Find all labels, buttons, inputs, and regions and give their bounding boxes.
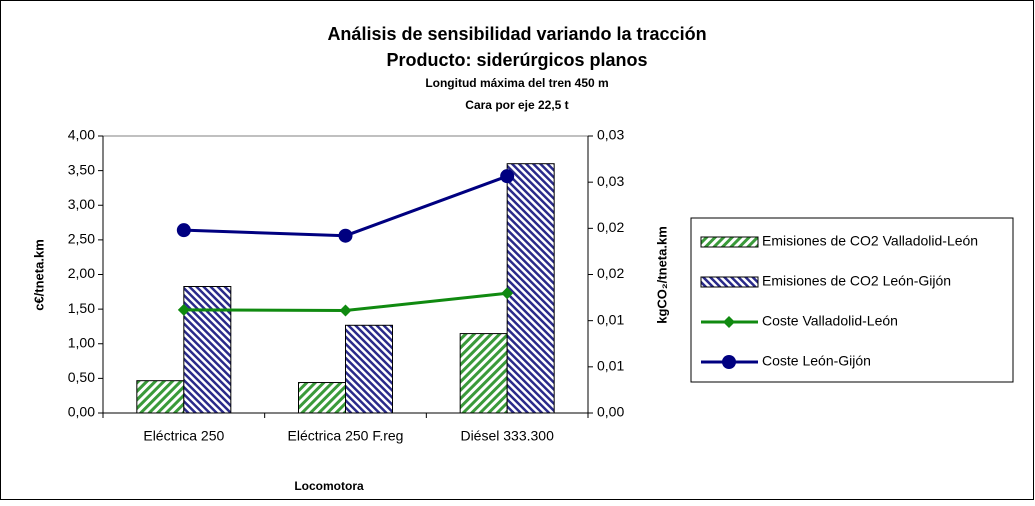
point xyxy=(177,303,190,316)
y2-tick-label: 0,00 xyxy=(597,404,624,420)
bar xyxy=(345,324,393,414)
x-tick-label: Eléctrica 250 xyxy=(143,428,224,444)
y-tick-label: 0,00 xyxy=(68,404,95,420)
y-tick-label: 3,00 xyxy=(68,196,95,212)
chart-subtitle: Producto: siderúrgicos planos xyxy=(386,50,647,70)
bar xyxy=(298,382,346,414)
bar xyxy=(136,380,185,414)
x-axis-label: Locomotora xyxy=(294,479,364,493)
y-tick-label: 0,50 xyxy=(68,369,95,385)
y2-tick-label: 0,03 xyxy=(597,127,624,143)
point xyxy=(501,287,514,300)
chart-title: Análisis de sensibilidad variando la tra… xyxy=(327,24,706,44)
legend-swatch xyxy=(700,236,759,248)
y2-tick-label: 0,01 xyxy=(597,311,624,327)
point xyxy=(338,228,353,243)
annotation: Cara por eje 22,5 t xyxy=(465,98,568,112)
bar xyxy=(459,333,508,414)
annotation: Longitud máxima del tren 450 m xyxy=(425,76,608,90)
legend-label: Coste Valladolid-León xyxy=(762,313,898,329)
y-tick-label: 2,50 xyxy=(68,231,95,247)
legend-marker xyxy=(723,316,735,328)
y-axis-label: c€/tneta.km xyxy=(31,239,46,311)
point xyxy=(339,304,352,317)
point xyxy=(176,223,191,238)
y-tick-label: 1,00 xyxy=(68,334,95,350)
y-tick-label: 2,00 xyxy=(68,265,95,281)
legend-marker xyxy=(722,355,736,369)
y2-tick-label: 0,01 xyxy=(597,358,624,374)
legend-label: Coste León-Gijón xyxy=(762,353,871,369)
y-tick-label: 4,00 xyxy=(68,127,95,143)
y2-tick-label: 0,02 xyxy=(597,219,624,235)
point xyxy=(500,169,515,184)
legend-label: Emisiones de CO2 Valladolid-León xyxy=(762,233,978,249)
y-tick-label: 1,50 xyxy=(68,300,95,316)
y2-tick-label: 0,03 xyxy=(597,173,624,189)
x-tick-label: Diésel 333.300 xyxy=(460,428,554,444)
y2-tick-label: 0,02 xyxy=(597,265,624,281)
legend-label: Emisiones de CO2 León-Gijón xyxy=(762,273,951,289)
x-tick-label: Eléctrica 250 F.reg xyxy=(288,428,404,444)
y2-axis-label: kgCO₂/tneta.km xyxy=(654,226,669,324)
bar xyxy=(183,286,232,414)
bar xyxy=(506,163,555,414)
legend-swatch xyxy=(700,276,759,288)
y-tick-label: 3,50 xyxy=(68,161,95,177)
